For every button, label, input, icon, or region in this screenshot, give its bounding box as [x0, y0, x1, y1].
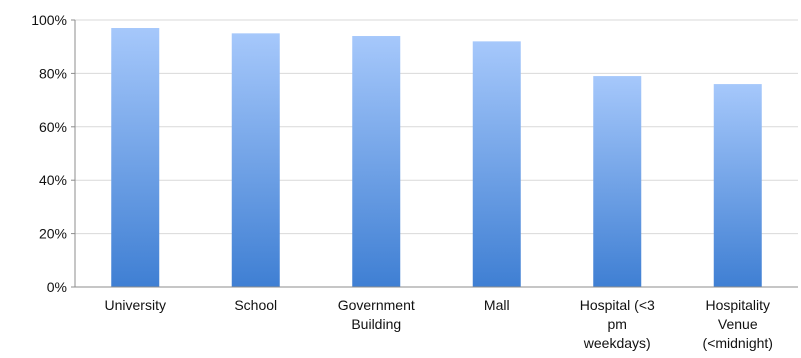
bar	[472, 41, 521, 287]
bars	[111, 28, 762, 287]
bar	[111, 28, 160, 287]
x-category-label-line: University	[105, 297, 166, 313]
x-category-label-line: School	[234, 297, 277, 313]
x-category-label-line: Hospitality	[705, 297, 770, 313]
y-tick-label: 40%	[39, 172, 67, 188]
x-category-label: Mall	[484, 297, 510, 313]
x-category-label: School	[234, 297, 277, 313]
y-tick-label: 80%	[39, 65, 67, 81]
bar	[593, 76, 642, 287]
gridlines	[75, 19, 798, 235]
x-category-label-line: weekdays)	[583, 335, 651, 351]
y-tick-label: 0%	[47, 279, 67, 295]
x-category-label: Hospital (<3 pm weekdays)	[580, 297, 655, 351]
x-category-label-line: Hospital (<3	[580, 297, 655, 313]
x-category-label-line: Venue	[718, 316, 758, 332]
bar	[713, 84, 762, 287]
x-category-label-line: Government	[338, 297, 415, 313]
x-category-label-line: Mall	[484, 297, 510, 313]
x-category-label: University	[105, 297, 166, 313]
axes	[71, 19, 798, 288]
bar	[352, 36, 401, 287]
y-tick-label: 20%	[39, 226, 67, 242]
x-category-label-line: (<midnight)	[703, 335, 773, 351]
y-tick-label: 60%	[39, 119, 67, 135]
x-category-labels: University School Government Building Mall Ho…	[105, 297, 773, 351]
x-category-label: Hospitality Venue (<midnight)	[703, 297, 773, 351]
x-category-label-line: Building	[351, 316, 401, 332]
bar	[231, 33, 280, 287]
y-tick-labels: 0% 20% 40% 60% 80% 100%	[31, 12, 67, 295]
y-tick-label: 100%	[31, 12, 67, 28]
x-category-label: Government Building	[338, 297, 415, 332]
x-category-label-line: pm	[608, 316, 627, 332]
